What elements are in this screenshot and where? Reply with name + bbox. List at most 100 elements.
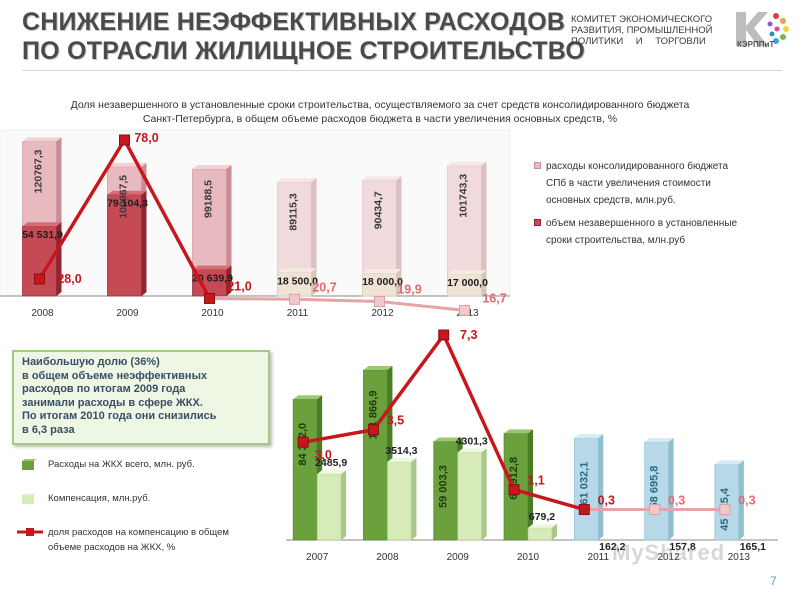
compensation-bar-2010-side <box>552 523 557 540</box>
compensation-share-point-2008 <box>367 424 379 436</box>
unfinished-volume-bar-2010-top <box>192 265 232 270</box>
zhkh-total-bar-2013-front <box>714 464 740 541</box>
compensation-bar-2010-front <box>527 527 553 541</box>
legend-swatch-compensation <box>22 493 36 504</box>
zhkh-total-bar-2013-top <box>714 460 744 465</box>
legend-label-compensation: Компенсация, млн.руб. <box>48 493 151 504</box>
chart2-x-tick-2010: 2010 <box>517 552 540 563</box>
share-point-2013 <box>459 304 470 316</box>
callout-line-1: Наибольшую долю (36%) <box>22 356 160 368</box>
zhkh-total-bar-2009-top <box>433 437 463 442</box>
zhkh-total-bar-2012-top <box>644 438 674 443</box>
budget-expense-label-2013: 101743,3 <box>458 174 470 218</box>
compensation-label-2011: 162,2 <box>599 541 625 553</box>
legend-label-budget-line-1: расходы консолидированного бюджета <box>546 161 729 172</box>
compensation-share-label-2012: 0,3 <box>668 494 685 508</box>
callout-line-2: в общем объеме неэффективных <box>22 369 208 382</box>
callout-line-6: в 6,3 раза <box>22 423 75 436</box>
zhkh-total-bar-2012-side <box>668 438 674 540</box>
legend-label-unfinished-line-2: сроки строительства, млн.руб <box>546 235 686 246</box>
compensation-share-point-2007 <box>297 436 309 448</box>
header-divider <box>22 70 782 71</box>
unfinished-volume-bar-2008-top <box>22 222 62 227</box>
compensation-bar-2009-top <box>457 448 487 453</box>
unfinished-volume-bar-2009-top <box>107 190 147 195</box>
chart2-x-tick-2008: 2008 <box>376 552 399 563</box>
share-label-2009: 78,0 <box>134 131 158 145</box>
callout-box: Наибольшую долю (36%) в общем объеме неэ… <box>12 350 270 445</box>
budget-expense-bar-2012-top <box>362 176 402 181</box>
compensation-bar-2009-side <box>481 448 487 540</box>
share-point-2011 <box>289 293 300 305</box>
zhkh-total-bar-2012 <box>644 438 674 541</box>
chart2-legend: Расходы на ЖКХ всего, млн. руб. Компенса… <box>16 457 286 555</box>
title-line-1: СНИЖЕНИЕ НЕЭФФЕКТИВНЫХ РАСХОДОВ <box>22 8 566 36</box>
chart2-x-tick-2011: 2011 <box>588 552 610 563</box>
chart1-title-line-2: Санкт-Петербурга, в общем объеме расходо… <box>142 113 618 125</box>
share-point-2010 <box>204 292 215 304</box>
budget-expense-bar-2010-top <box>192 165 232 170</box>
unfinished-volume-label-2012: 18 000,0 <box>362 276 403 288</box>
zhkh-total-label-2011: 61 032,1 <box>578 462 590 505</box>
unfinished-volume-bar-2011-side <box>311 268 317 296</box>
chart1-x-tick-2010: 2010 <box>201 308 224 319</box>
zhkh-total-bar-2013-side <box>738 460 744 540</box>
budget-expense-label-2011: 89115,3 <box>288 193 300 231</box>
budget-expense-label-2012: 90434,7 <box>373 191 385 229</box>
chart1-plot-area <box>0 129 511 297</box>
unfinished-volume-bar-2009-side <box>141 190 147 296</box>
org-line-2: РАЗВИТИЯ, ПРОМЫШЛЕННОЙ <box>571 25 713 36</box>
chart1-title-line-1: Доля незавершенного в установленные срок… <box>70 99 690 111</box>
compensation-bar-2010 <box>527 523 557 541</box>
unfinished-volume-bar-2010-side <box>226 265 232 296</box>
compensation-bar-2007-side <box>341 470 347 540</box>
compensation-label-2009: 4301,3 <box>456 435 488 447</box>
share-point-2012 <box>374 296 385 308</box>
unfinished-volume-label-2009: 79 104,3 <box>107 198 148 210</box>
zhkh-total-bar-2008-top <box>363 366 393 370</box>
unfinished-volume-bar-2009 <box>107 190 147 297</box>
org-line-1: КОМИТЕТ ЭКОНОМИЧЕСКОГО <box>571 14 713 25</box>
page-number: 7 <box>770 574 777 588</box>
legend-label-budget-line-3: основных средств, млн.руб. <box>546 195 676 206</box>
organization-name: КОМИТЕТ ЭКОНОМИЧЕСКОГО РАЗВИТИЯ, ПРОМЫШЛ… <box>571 14 731 47</box>
zhkh-total-bar-2010-side <box>528 429 533 540</box>
legend-swatch-budget-expenses <box>534 162 541 169</box>
share-label-2013: 16,7 <box>482 291 506 305</box>
compensation-share-point-2012 <box>649 504 661 516</box>
share-label-2008: 28,0 <box>57 272 81 286</box>
compensation-bar-2007-top <box>317 470 347 475</box>
zhkh-total-bar-2007-top <box>293 395 323 400</box>
unfinished-volume-label-2013: 17 000,0 <box>447 277 488 289</box>
chart2-x-tick-2009: 2009 <box>447 552 470 563</box>
budget-expense-bar-2013-top <box>447 161 487 166</box>
share-label-2011: 20,7 <box>312 280 336 294</box>
committee-logo-icon <box>736 12 789 46</box>
budget-expense-bar-2011-top <box>277 177 317 182</box>
chart2-x-tick-2007: 2007 <box>306 552 329 563</box>
budget-expense-label-2010: 99188,5 <box>203 180 215 218</box>
chart1-x-tick-2008: 2008 <box>31 308 54 319</box>
compensation-label-2008: 3514,3 <box>385 445 417 457</box>
unfinished-volume-bar-2013-top <box>447 270 487 275</box>
compensation-share-point-2011 <box>578 504 590 516</box>
compensation-label-2010: 679,2 <box>529 511 555 523</box>
compensation-share-label-2007: 3,0 <box>314 448 331 462</box>
compensation-bar-2007-front <box>316 473 342 541</box>
legend-label-unfinished-line-1: объем незавершенного в установленные <box>546 218 738 229</box>
unfinished-volume-bar-2008-side <box>56 222 62 296</box>
compensation-share-label-2013: 0,3 <box>738 494 755 508</box>
compensation-share-point-2010 <box>508 484 520 496</box>
budget-expense-label-2009: 100967,5 <box>118 175 130 219</box>
unfinished-volume-bar-2009-front <box>107 194 142 297</box>
chart1-x-tick-2012: 2012 <box>371 308 394 319</box>
unfinished-volume-bar-2011 <box>277 268 317 297</box>
compensation-share-point-2013 <box>719 504 731 516</box>
chart2-x-tick-2013: 2013 <box>728 552 751 563</box>
callout-line-5: По итогам 2010 года они снизились <box>22 410 217 422</box>
zhkh-total-label-2012: 58 695,8 <box>649 466 661 509</box>
legend-swatch-zhkh-total <box>22 459 36 470</box>
